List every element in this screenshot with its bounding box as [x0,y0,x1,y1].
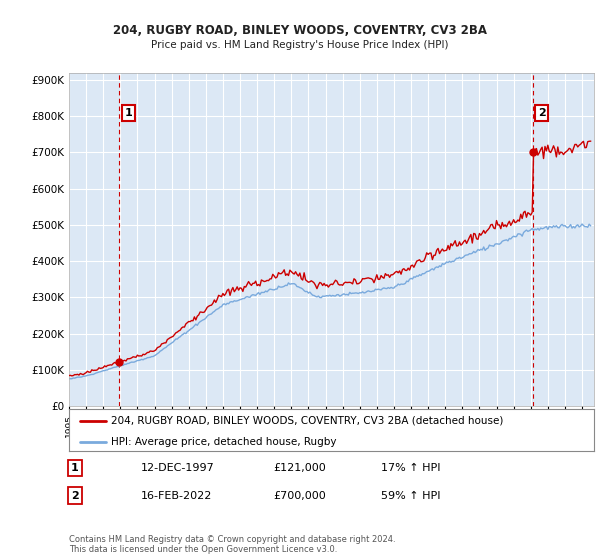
Text: 1: 1 [71,463,79,473]
Text: 16-FEB-2022: 16-FEB-2022 [141,491,212,501]
Text: 204, RUGBY ROAD, BINLEY WOODS, COVENTRY, CV3 2BA (detached house): 204, RUGBY ROAD, BINLEY WOODS, COVENTRY,… [111,416,503,426]
Text: 59% ↑ HPI: 59% ↑ HPI [381,491,440,501]
Text: 2: 2 [71,491,79,501]
Text: 1: 1 [125,108,133,118]
Text: £121,000: £121,000 [273,463,326,473]
Text: 17% ↑ HPI: 17% ↑ HPI [381,463,440,473]
Text: £700,000: £700,000 [273,491,326,501]
Text: HPI: Average price, detached house, Rugby: HPI: Average price, detached house, Rugb… [111,437,337,446]
Text: 12-DEC-1997: 12-DEC-1997 [141,463,215,473]
Text: 2: 2 [538,108,545,118]
Text: Price paid vs. HM Land Registry's House Price Index (HPI): Price paid vs. HM Land Registry's House … [151,40,449,50]
Text: 204, RUGBY ROAD, BINLEY WOODS, COVENTRY, CV3 2BA: 204, RUGBY ROAD, BINLEY WOODS, COVENTRY,… [113,24,487,38]
Text: Contains HM Land Registry data © Crown copyright and database right 2024.
This d: Contains HM Land Registry data © Crown c… [69,535,395,554]
